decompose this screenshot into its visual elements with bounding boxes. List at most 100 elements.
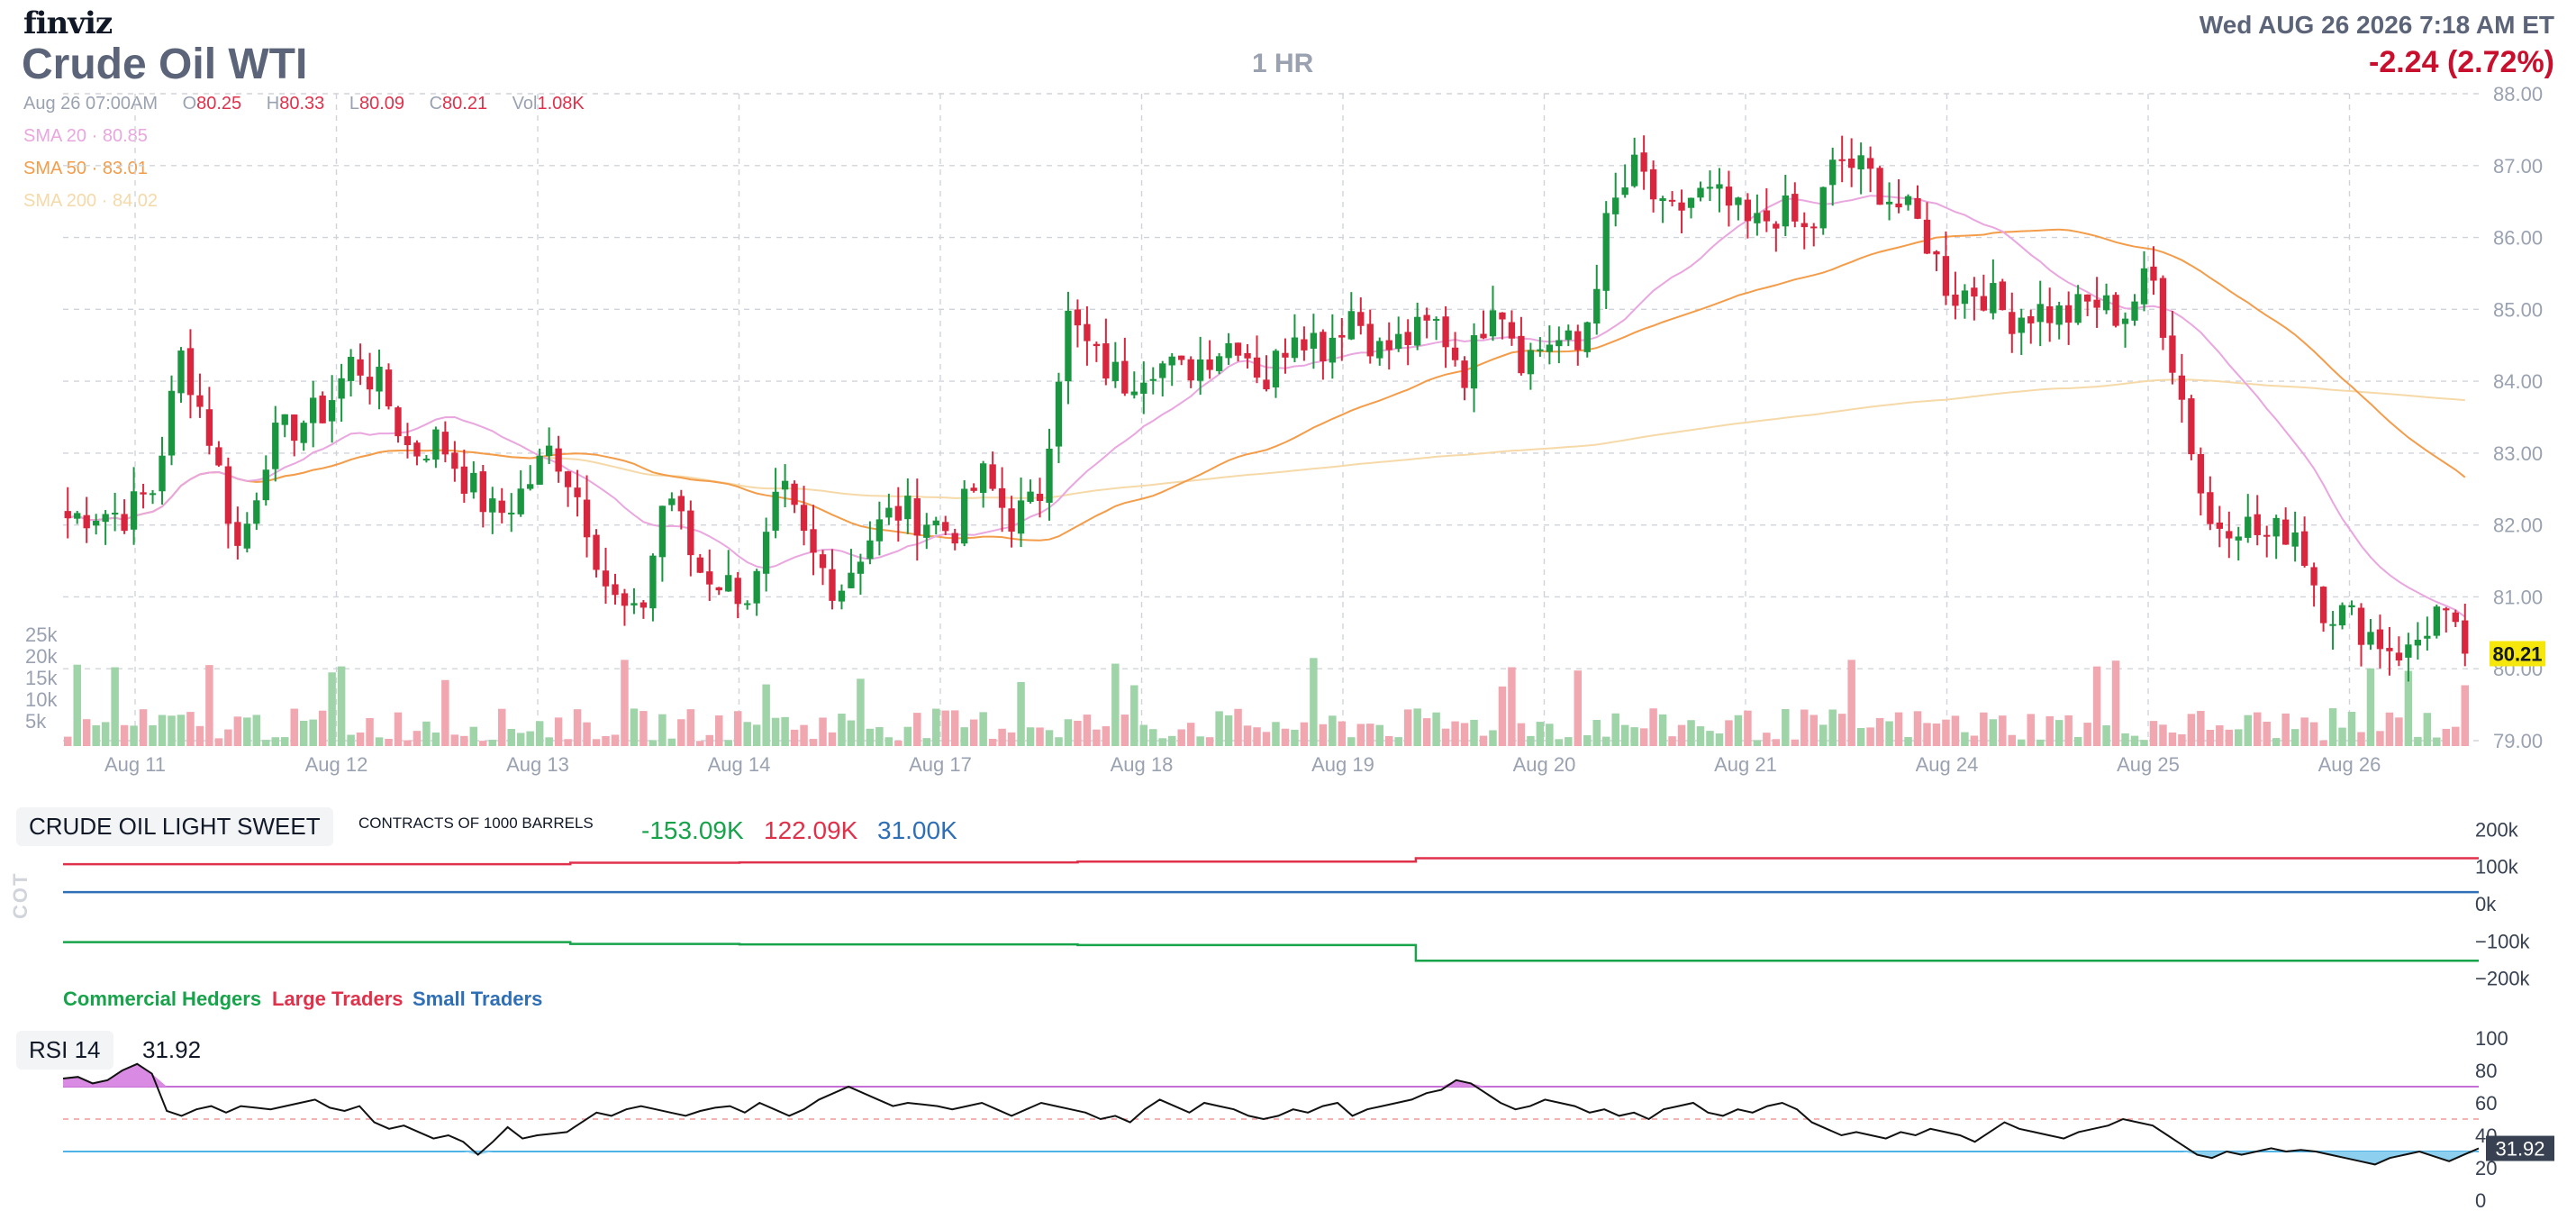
candle-body [1017,500,1025,534]
finviz-logo[interactable]: finviz [23,5,113,41]
legend-commercial-hedgers[interactable]: Commercial Hedgers [63,988,262,1010]
candle-body [1130,391,1138,396]
candle-body [1904,196,1912,205]
candle-body [2064,305,2073,323]
volume-bar [2347,712,2356,746]
candle-body [1687,197,1695,208]
volume-bar [224,729,232,746]
legend-large-traders[interactable]: Large Traders [272,988,404,1010]
candle-body [2121,318,2129,324]
day-tick-label: Aug 21 [1714,753,1777,776]
candle-body [2443,608,2450,611]
candle-body [998,487,1006,508]
volume-bar [2054,720,2064,746]
volume-bar [1677,724,1686,746]
volume-bar [92,724,100,746]
candle-body [1395,333,1402,350]
volume-bar [347,734,355,746]
candle-body [545,445,553,457]
candlesticks[interactable] [64,135,2469,682]
candle-body [347,357,355,381]
volume-bar [1413,708,1421,746]
volume-bar [158,715,167,746]
candle-body [1310,332,1318,349]
volume-bar [838,714,846,746]
candle-body [1914,197,1921,219]
candle-body [753,570,760,604]
candle-body [1659,198,1666,202]
candle-body [64,511,71,519]
sma-20-legend[interactable]: SMA 20 · 80.85 [23,126,148,146]
candle-body [1773,223,1780,229]
volume-bar [422,721,431,746]
volume-bar [733,711,742,746]
volume-bar [1837,714,1846,746]
volume-bar [120,724,129,746]
candle-body [819,554,827,569]
cot-small-value: 31.00K [877,816,957,844]
candle-body [1423,314,1430,321]
sma-50-legend[interactable]: SMA 50 · 83.01 [23,159,148,178]
candle-body [159,455,166,492]
cot-title[interactable]: CRUDE OIL LIGHT SWEET [16,807,333,846]
volume-bar [677,719,685,746]
volume-bars [64,658,2469,746]
volume-bar [1904,737,1912,746]
volume-bar [205,665,213,746]
volume-bar [2036,739,2045,746]
volume-bar [1828,709,1837,746]
volume-bar [790,729,799,746]
candle-body [1999,281,2006,311]
sma-200-legend[interactable]: SMA 200 · 84.02 [23,191,159,211]
candle-body [1159,363,1166,378]
candle-body [1744,199,1752,222]
rsi-title[interactable]: RSI 14 [16,1031,113,1070]
candle-body [1074,309,1082,326]
volume-bar [64,736,72,746]
candle-body [319,396,326,423]
volume-bar [875,726,884,746]
volume-bar [2404,670,2413,746]
volume-bar [847,720,856,746]
candle-body [1451,347,1459,360]
volume-bar [526,731,534,746]
volume-bar [1356,724,1365,746]
day-tick-label: Aug 13 [506,753,569,776]
volume-bar [1017,681,1025,746]
candle-body [1961,290,1969,305]
candle-body [1810,226,1818,229]
volume-bar [1055,737,1063,746]
timeframe-label[interactable]: 1 HR [1252,49,1314,78]
volume-bar [2244,715,2252,746]
candle-body [1838,159,1846,161]
rsi-tick-label: 60 [2475,1092,2497,1115]
volume-bar [800,724,808,746]
volume-bar [1620,724,1629,746]
candle-body [1461,360,1468,388]
volume-bar [1130,685,1138,746]
volume-bar [2338,727,2346,746]
candle-body [1829,159,1837,186]
cot-tick-label: 100k [2475,856,2519,879]
volume-bar [1026,727,1035,746]
volume-tick-label: 10k [25,688,58,711]
volume-bar [1205,737,1214,746]
candle-body [1763,210,1771,222]
sma-50-value: 83.01 [102,159,148,178]
candle-body [243,523,250,549]
volume-bar [2253,712,2262,746]
volume-bar [1800,709,1809,746]
volume-bar [1517,723,1526,746]
candle-body [1225,342,1232,359]
candle-body [687,510,694,556]
volume-bar [583,722,591,746]
volume-bar [1347,737,1356,746]
candle-body [224,466,232,524]
volume-bar [73,664,81,746]
volume-bar [1856,727,1865,746]
candle-body [1149,378,1156,381]
volume-bar [1791,739,1800,746]
legend-small-traders[interactable]: Small Traders [413,988,543,1010]
volume-bar [1243,725,1252,746]
